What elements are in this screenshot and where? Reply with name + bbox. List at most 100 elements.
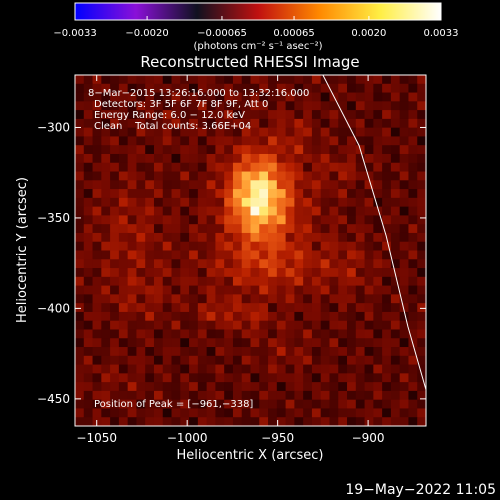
image-pixel xyxy=(224,110,234,120)
image-pixel xyxy=(399,399,409,409)
image-pixel xyxy=(399,101,409,111)
image-pixel xyxy=(101,276,111,287)
peak-position-label: Position of Peak = [−961,−338] xyxy=(94,399,253,410)
image-pixel xyxy=(311,75,322,85)
image-pixel xyxy=(180,224,190,234)
image-pixel xyxy=(250,250,260,260)
image-pixel xyxy=(285,118,295,129)
image-pixel xyxy=(206,338,216,348)
image-pixel xyxy=(320,250,330,260)
image-pixel xyxy=(118,399,129,409)
image-pixel xyxy=(390,92,401,102)
image-pixel xyxy=(268,162,278,172)
image-pixel xyxy=(206,180,216,190)
image-pixel xyxy=(259,197,269,208)
image-pixel xyxy=(145,75,155,85)
image-pixel xyxy=(180,83,190,93)
image-pixel xyxy=(83,373,93,383)
image-pixel xyxy=(382,197,392,208)
image-pixel xyxy=(250,390,260,401)
image-pixel xyxy=(180,276,190,287)
image-pixel xyxy=(206,347,216,357)
image-pixel xyxy=(162,224,172,234)
image-pixel xyxy=(329,347,339,357)
image-pixel xyxy=(399,189,409,199)
image-pixel xyxy=(268,329,278,339)
image-pixel xyxy=(347,215,357,225)
image-pixel xyxy=(250,329,260,339)
image-pixel xyxy=(232,180,243,190)
image-pixel xyxy=(180,338,190,348)
image-pixel xyxy=(390,382,401,392)
image-pixel xyxy=(197,83,208,93)
image-pixel xyxy=(180,399,190,409)
image-pixel xyxy=(232,110,243,120)
image-pixel xyxy=(241,153,251,164)
image-pixel xyxy=(162,206,172,216)
image-pixel xyxy=(232,303,243,313)
image-pixel xyxy=(364,180,374,190)
image-pixel xyxy=(355,311,365,322)
image-pixel xyxy=(294,311,304,322)
image-pixel xyxy=(347,118,357,129)
image-pixel xyxy=(145,145,155,155)
image-pixel xyxy=(408,373,418,383)
image-pixel xyxy=(285,224,295,234)
image-pixel xyxy=(83,382,93,392)
image-pixel xyxy=(127,118,137,129)
image-pixel xyxy=(75,197,85,208)
image-pixel xyxy=(232,118,243,129)
image-pixel xyxy=(145,118,155,129)
image-pixel xyxy=(259,206,269,216)
image-pixel xyxy=(303,241,313,251)
image-pixel xyxy=(189,250,199,260)
image-pixel xyxy=(338,224,348,234)
image-pixel xyxy=(390,417,401,426)
image-pixel xyxy=(285,153,295,164)
image-pixel xyxy=(338,373,348,383)
image-pixel xyxy=(364,382,374,392)
image-pixel xyxy=(162,162,172,172)
image-pixel xyxy=(189,180,199,190)
image-pixel xyxy=(153,232,164,243)
image-pixel xyxy=(338,285,348,295)
image-pixel xyxy=(268,127,278,137)
image-pixel xyxy=(118,347,129,357)
image-pixel xyxy=(259,338,269,348)
image-pixel xyxy=(347,408,357,418)
image-pixel xyxy=(294,118,304,129)
image-pixel xyxy=(180,294,190,304)
image-pixel xyxy=(189,206,199,216)
image-pixel xyxy=(127,373,137,383)
image-pixel xyxy=(408,83,418,93)
image-pixel xyxy=(171,171,181,181)
image-pixel xyxy=(373,92,383,102)
image-pixel xyxy=(241,417,251,426)
image-pixel xyxy=(215,320,225,330)
image-pixel xyxy=(338,417,348,426)
image-pixel xyxy=(303,118,313,129)
image-pixel xyxy=(83,189,93,199)
image-pixel xyxy=(329,408,339,418)
image-pixel xyxy=(390,338,401,348)
image-pixel xyxy=(110,153,120,164)
image-pixel xyxy=(232,268,243,278)
image-pixel xyxy=(215,399,225,409)
image-pixel xyxy=(197,92,208,102)
image-pixel xyxy=(320,355,330,365)
image-pixel xyxy=(206,382,216,392)
image-pixel xyxy=(382,338,392,348)
image-pixel xyxy=(382,347,392,357)
image-pixel xyxy=(215,303,225,313)
image-pixel xyxy=(206,311,216,322)
image-pixel xyxy=(92,268,102,278)
image-pixel xyxy=(364,118,374,129)
plot-area: −1050 −1000 −950 −900−300−350−400−450 8−Mar… xyxy=(37,74,427,445)
image-pixel xyxy=(171,285,181,295)
image-pixel xyxy=(145,171,155,181)
image-pixel xyxy=(347,127,357,137)
image-pixel xyxy=(355,329,365,339)
image-pixel xyxy=(197,303,208,313)
image-pixel xyxy=(83,153,93,164)
image-pixel xyxy=(320,329,330,339)
